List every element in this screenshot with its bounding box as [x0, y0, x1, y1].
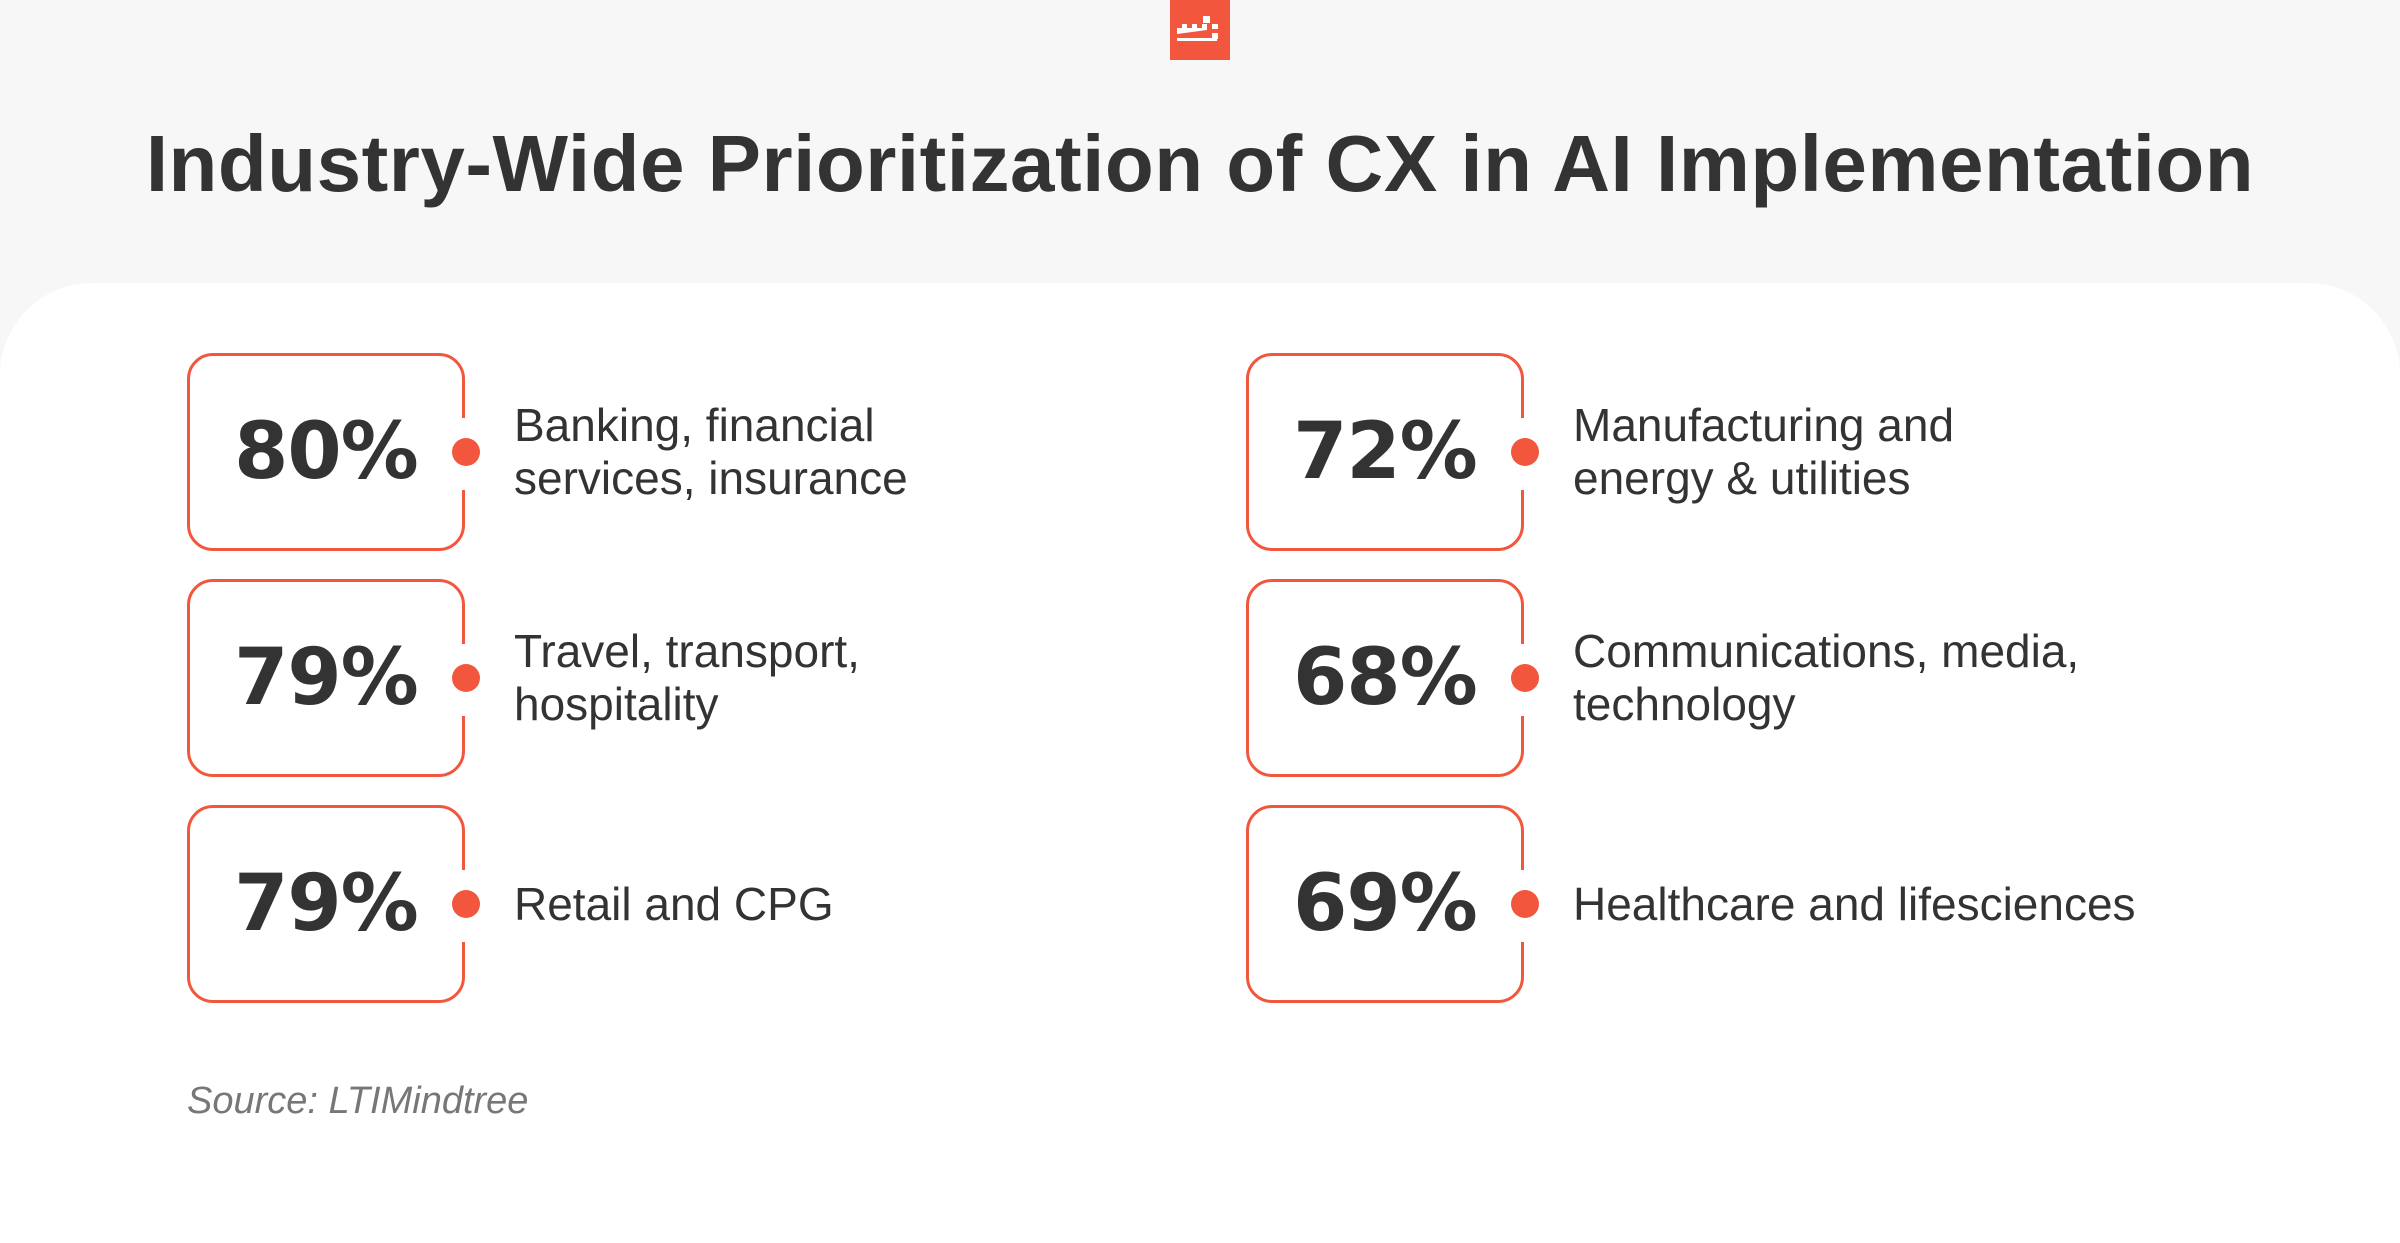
- stat-value: 68%: [1293, 633, 1478, 723]
- stat-value: 72%: [1293, 407, 1478, 497]
- page-title: Industry-Wide Prioritization of CX in AI…: [145, 119, 2255, 208]
- stat-value: 69%: [1293, 859, 1478, 949]
- stat-label: Healthcare and lifesciences: [1573, 877, 2136, 930]
- stat-card: 79%: [187, 579, 470, 777]
- bullet-dot-icon: [1511, 890, 1539, 918]
- stat-item: 80% Banking, financial services, insuran…: [187, 353, 1087, 551]
- stat-item: 79% Travel, transport, hospitality: [187, 579, 1087, 777]
- bullet-dot-icon: [452, 890, 480, 918]
- stat-label: Banking, financial services, insurance: [514, 399, 908, 504]
- source-note: Source: LTIMindtree: [187, 1080, 529, 1122]
- bullet-dot-icon: [452, 438, 480, 466]
- stat-label: Retail and CPG: [514, 877, 834, 930]
- bullet-dot-icon: [1511, 438, 1539, 466]
- stat-item: 69% Healthcare and lifesciences: [1246, 805, 2146, 1003]
- stat-label: Manufacturing and energy & utilities: [1573, 399, 1955, 504]
- bullet-dot-icon: [1511, 664, 1539, 692]
- stat-card: 79%: [187, 805, 470, 1003]
- stat-card: 72%: [1246, 353, 1529, 551]
- stat-item: 72% Manufacturing and energy & utilities: [1246, 353, 2146, 551]
- stat-value: 80%: [234, 407, 419, 497]
- stat-card: 68%: [1246, 579, 1529, 777]
- stat-item: 68% Communications, media, technology: [1246, 579, 2146, 777]
- stat-card: 69%: [1246, 805, 1529, 1003]
- stat-value: 79%: [234, 859, 419, 949]
- stat-label: Communications, media, technology: [1573, 625, 2080, 730]
- stat-value: 79%: [234, 633, 419, 723]
- stat-label: Travel, transport, hospitality: [514, 625, 860, 730]
- stat-card: 80%: [187, 353, 470, 551]
- brand-logo-icon: [1170, 0, 1230, 60]
- bullet-dot-icon: [452, 664, 480, 692]
- stat-item: 79% Retail and CPG: [187, 805, 1087, 1003]
